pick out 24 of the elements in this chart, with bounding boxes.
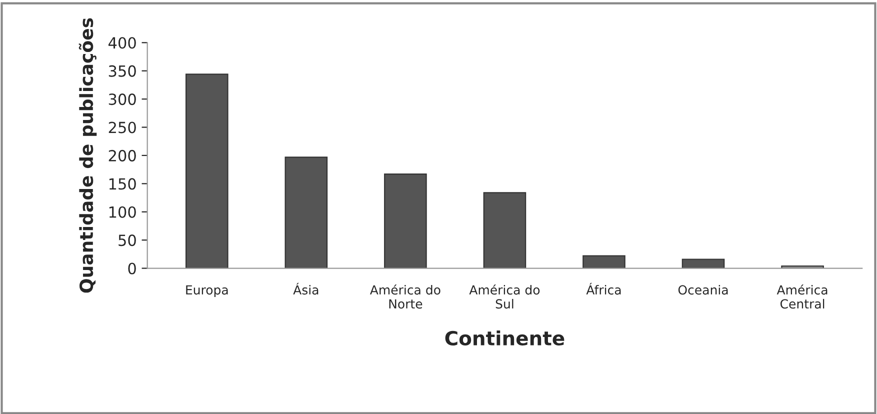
x-tick-label: Ásia [293, 282, 318, 295]
x-tick-label: África [586, 282, 621, 295]
x-tick-label: Europa [186, 285, 228, 298]
y-tick-label: 350 [108, 65, 136, 77]
bar [185, 74, 228, 268]
y-tick-label: 150 [109, 178, 136, 190]
bar [384, 174, 427, 268]
bar [682, 258, 725, 268]
bar [284, 156, 328, 268]
y-tick-label: 0 [128, 262, 136, 274]
y-tick-label: 50 [118, 234, 136, 246]
y-tick-label: 200 [108, 150, 136, 162]
x-tick-label: América do Norte [370, 284, 440, 309]
y-tick-label: 250 [108, 122, 136, 134]
x-tick-label: América Central [776, 284, 828, 309]
x-tick-label: América do Sul [469, 284, 540, 309]
y-tick-label: 100 [109, 206, 136, 218]
bar [483, 192, 526, 268]
x-tick-label: Oceania [678, 284, 728, 295]
y-tick-label: 300 [108, 94, 136, 106]
y-axis-title: Quantidade de publicações [78, 18, 97, 293]
bar [582, 255, 626, 268]
x-axis-title: Continente [445, 330, 564, 346]
y-tick-label: 400 [108, 37, 136, 49]
